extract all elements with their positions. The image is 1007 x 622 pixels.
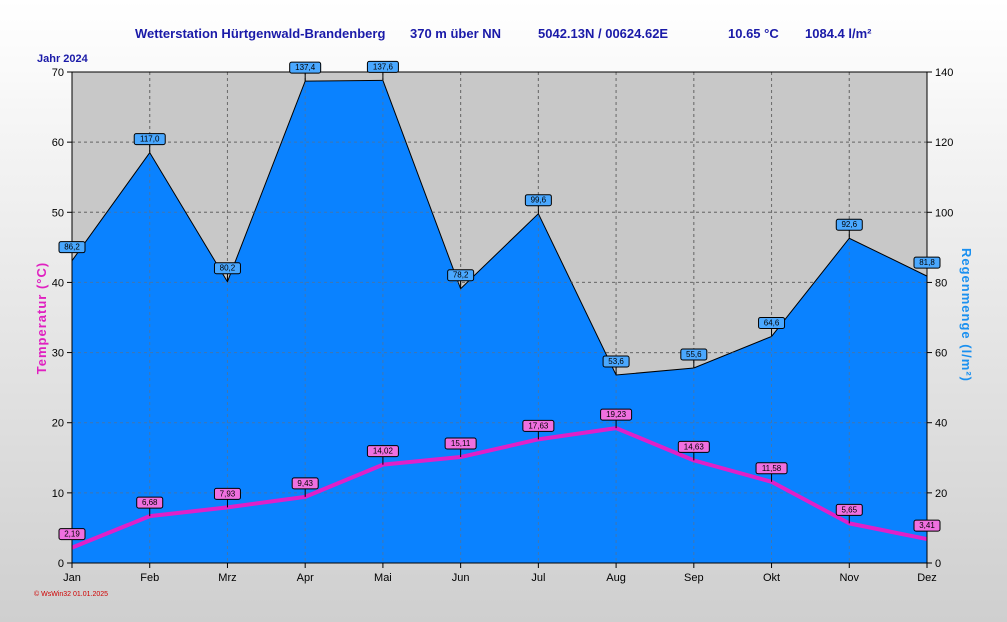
temperature-data-label: 6,68 (136, 496, 164, 517)
rain-data-label: 99,6 (524, 194, 552, 214)
right-tick-label: 120 (935, 137, 953, 149)
temperature-data-label: 2,19 (58, 528, 86, 548)
average-temperature: 10.65 °C (728, 26, 779, 41)
svg-text:5,65: 5,65 (841, 505, 857, 514)
temperature-data-label: 5,65 (835, 503, 863, 524)
temperature-data-label: 17,63 (522, 419, 555, 440)
x-tick-label: Jan (63, 572, 81, 584)
x-tick-label: Mrz (218, 572, 236, 584)
right-tick-label: 100 (935, 207, 953, 219)
right-axis-ticks: 0 20 40 60 80 100 120 140 (927, 67, 953, 570)
temperature-line (71, 426, 928, 550)
temperature-data-label: 9,43 (291, 477, 319, 497)
right-tick-label: 80 (935, 277, 947, 289)
rain-data-label: 78,2 (447, 269, 475, 289)
x-tick-label: Jun (452, 572, 470, 584)
rain-total: 1084.4 l/m² (805, 26, 872, 41)
svg-text:19,23: 19,23 (606, 410, 627, 419)
rain-data-label: 92,6 (835, 218, 863, 239)
rain-data-label: 64,6 (758, 316, 786, 337)
svg-text:14,02: 14,02 (373, 447, 394, 456)
temperature-data-label: 7,93 (213, 487, 241, 508)
station-coordinates: 5042.13N / 00624.62E (538, 26, 668, 41)
temperature-data-label: 14,63 (677, 440, 710, 461)
left-tick-label: 60 (52, 137, 64, 149)
left-tick-label: 40 (52, 277, 64, 289)
svg-text:64,6: 64,6 (764, 318, 780, 327)
svg-text:17,63: 17,63 (528, 421, 549, 430)
left-axis-label: Temperatur (°C) (34, 262, 49, 374)
svg-text:9,43: 9,43 (297, 479, 313, 488)
x-axis-ticks: Jan Feb Mrz Apr Mai Jun Jul Aug Sep Okt Nov Dez (63, 563, 937, 584)
x-tick-label: Feb (140, 572, 159, 584)
rain-data-labels: 86,2 117,0 80,2 137,4 137,6 78,2 99,6 53,6 55,6 6… (58, 60, 941, 376)
x-tick-label: Mai (374, 572, 392, 584)
year-label: Jahr 2024 (37, 53, 89, 65)
rain-area (72, 80, 927, 563)
svg-text:80,2: 80,2 (220, 264, 236, 273)
x-tick-label: Dez (917, 572, 937, 584)
x-tick-label: Sep (684, 572, 704, 584)
right-tick-label: 40 (935, 418, 947, 430)
station-name: Wetterstation Hürtgenwald-Brandenberg (135, 26, 385, 41)
x-tick-label: Nov (839, 572, 859, 584)
svg-text:2,19: 2,19 (64, 530, 80, 539)
svg-text:137,4: 137,4 (295, 63, 316, 72)
left-tick-label: 70 (52, 67, 64, 79)
svg-text:78,2: 78,2 (453, 271, 469, 280)
left-axis-ticks: 0 10 20 30 40 50 60 70 (52, 67, 72, 570)
rain-data-label: 117,0 (133, 133, 166, 153)
right-tick-label: 140 (935, 67, 953, 79)
svg-text:117,0: 117,0 (140, 135, 160, 144)
rain-data-label: 53,6 (602, 355, 630, 376)
svg-text:92,6: 92,6 (841, 220, 857, 229)
rain-data-label: 80,2 (213, 262, 241, 282)
footer-credit: © WsWin32 01.01.2025 (34, 590, 108, 598)
svg-text:99,6: 99,6 (531, 196, 547, 205)
temperature-data-labels: 2,19 6,68 7,93 9,43 14,02 15,11 17,63 19,23 14,6… (58, 408, 941, 548)
left-tick-label: 10 (52, 488, 64, 500)
svg-text:53,6: 53,6 (608, 357, 624, 366)
svg-text:137,6: 137,6 (373, 62, 394, 71)
left-tick-label: 0 (58, 558, 64, 570)
left-tick-label: 50 (52, 207, 64, 219)
rain-data-label: 86,2 (58, 241, 86, 261)
svg-text:3,41: 3,41 (919, 521, 935, 530)
svg-text:14,63: 14,63 (684, 442, 705, 451)
right-tick-label: 60 (935, 348, 947, 360)
temperature-data-label: 11,58 (755, 462, 788, 482)
svg-text:86,2: 86,2 (64, 243, 80, 252)
rain-data-label: 55,6 (680, 348, 708, 369)
svg-text:81,8: 81,8 (919, 258, 935, 267)
temperature-line-layer (71, 426, 928, 550)
temperature-data-label: 15,11 (444, 437, 477, 458)
x-tick-label: Apr (297, 572, 314, 584)
left-tick-label: 30 (52, 348, 64, 360)
right-tick-label: 0 (935, 558, 941, 570)
station-altitude: 370 m über NN (410, 26, 501, 41)
rain-data-label: 137,6 (366, 60, 399, 81)
svg-text:15,11: 15,11 (451, 439, 471, 448)
plot-frame (71, 71, 928, 564)
svg-text:11,58: 11,58 (762, 464, 782, 473)
rain-data-label: 137,4 (289, 61, 322, 82)
svg-text:55,6: 55,6 (686, 350, 702, 359)
x-tick-label: Aug (606, 572, 626, 584)
temperature-data-label: 3,41 (913, 519, 941, 540)
rain-data-label: 81,8 (913, 256, 941, 277)
left-tick-label: 20 (52, 418, 64, 430)
x-tick-label: Jul (531, 572, 545, 584)
right-tick-label: 20 (935, 488, 947, 500)
right-axis-label: Regenmenge (l/m²) (959, 248, 974, 382)
svg-text:6,68: 6,68 (142, 498, 158, 507)
temperature-data-label: 19,23 (600, 408, 633, 429)
x-tick-label: Okt (763, 572, 780, 584)
svg-text:7,93: 7,93 (220, 489, 236, 498)
temperature-data-label: 14,02 (366, 445, 399, 465)
